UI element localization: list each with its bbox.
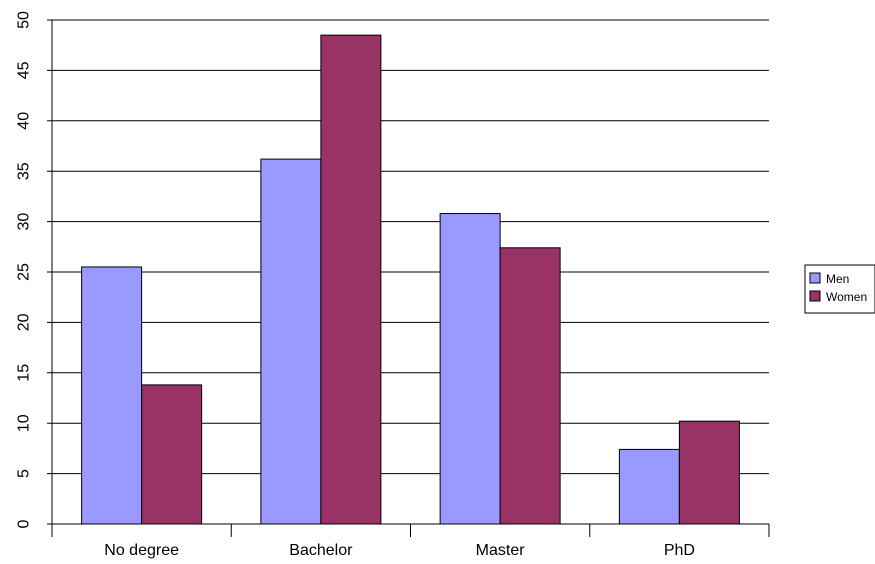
legend-swatch-men (809, 272, 821, 284)
y-tick-label: 45 (16, 61, 33, 79)
y-tick-label: 40 (16, 112, 33, 130)
bars (81, 34, 740, 525)
axes (47, 19, 770, 537)
x-tick-label: Master (476, 542, 526, 559)
y-tick-label: 20 (16, 313, 33, 331)
x-tick-labels: No degree Bachelor Master PhD (104, 542, 695, 559)
x-tick-label: Bachelor (289, 542, 353, 559)
legend-swatch-women (809, 290, 821, 302)
bar-women-master (499, 247, 561, 525)
bar-women-no-degree (141, 384, 203, 525)
x-tick-label: PhD (664, 542, 695, 559)
y-tick-label: 0 (16, 519, 33, 528)
y-tick-label: 30 (16, 213, 33, 231)
y-tick-label: 50 (16, 11, 33, 29)
legend-label-men: Men (826, 272, 849, 286)
bar-men-master (439, 213, 501, 525)
y-tick-label: 5 (16, 469, 33, 478)
bar-women-phd (678, 420, 740, 525)
y-tick-label: 10 (16, 414, 33, 432)
legend-label-women: Women (826, 290, 867, 304)
bar-men-bachelor (260, 158, 322, 525)
y-tick-label: 35 (16, 162, 33, 180)
y-tick-label: 15 (16, 364, 33, 382)
y-tick-labels: 0 5 10 15 20 25 30 35 40 45 50 (16, 11, 33, 528)
bar-women-bachelor (320, 34, 382, 525)
legend: Men Women (804, 264, 875, 314)
bar-men-phd (618, 448, 680, 525)
bar-men-no-degree (81, 266, 143, 525)
y-tick-label: 25 (16, 263, 33, 281)
x-tick-label: No degree (104, 542, 179, 559)
